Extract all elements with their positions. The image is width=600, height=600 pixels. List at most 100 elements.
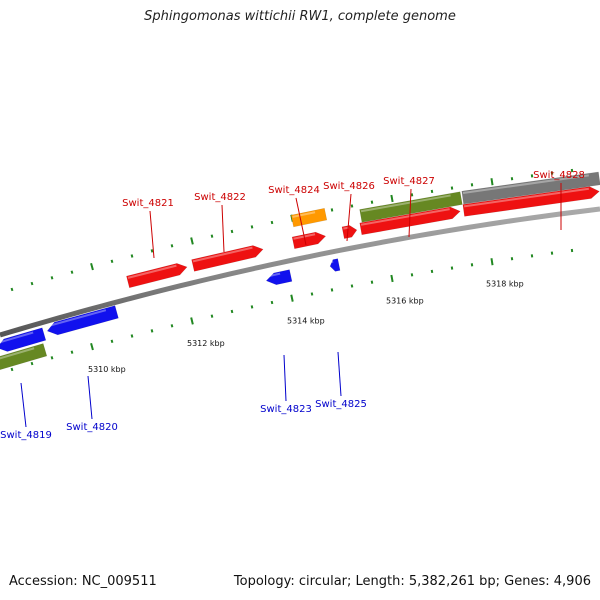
tick-mark-upper [430,189,434,194]
tick-mark-lower [550,251,554,255]
tick-mark-upper [250,225,254,229]
tick-mark-upper [70,270,74,274]
tick-mark-lower [190,317,194,325]
gene-arrow-reverse-shape [329,258,341,272]
tick-mark-upper [410,193,414,197]
tick-mark-lower [310,292,314,296]
tick-mark-lower [370,280,374,284]
map-title: Sphingomonas wittichii RW1, complete gen… [144,9,456,24]
tick-mark-lower [530,254,534,258]
region-bar-forward-highlight [0,347,35,361]
tick-mark-lower [510,257,514,261]
region-bar-forward-shape [359,191,463,223]
gene-arrow-forward-shape [341,225,358,239]
tick-mark-upper [210,234,214,238]
region-bar-forward [0,343,48,371]
tick-mark-upper [190,237,194,245]
tick-mark-upper [550,171,554,175]
scale-label: 5318 kbp [486,280,524,289]
tick-mark-lower [250,305,254,309]
backbone-layer [0,206,600,338]
tick-mark-upper [510,177,514,181]
gene-arrow-forward-highlight [343,226,350,230]
tick-mark-upper [370,200,374,204]
tick-mark-lower [570,248,574,253]
region-bar-forward [359,191,463,223]
gene-label-forward: Swit_4824 [268,185,320,196]
gene-label-leader [20,382,27,428]
tick-mark-lower [350,284,354,288]
scale-label: 5316 kbp [386,297,424,306]
gene-arrow-reverse-shape [46,305,119,336]
tick-mark-lower [130,334,134,338]
tick-mark-upper [170,244,174,248]
label-layer: 5310 kbp 5312 kbp 5314 kbp 5316 kbp 5318 kbp… [0,170,585,441]
tick-mark-lower [10,367,14,372]
tick-mark-lower [170,324,174,328]
region-bar-other [461,171,600,205]
gene-label-forward: Swit_4822 [194,192,246,203]
gene-label-leader [283,354,287,402]
tick-mark-lower [270,300,274,305]
scale-label: 5312 kbp [187,339,225,348]
gene-arrow-reverse-shape [265,269,293,285]
tick-mark-upper [10,287,14,292]
gene-arrow-forward-highlight [360,208,450,226]
region-bar-other-shape [461,171,600,205]
tick-mark-upper [570,168,574,173]
gene-label-leader [149,210,155,259]
accession-text: Accession: NC_009511 [9,574,157,589]
tick-mark-upper [230,229,234,234]
gene-arrow-reverse-shape [0,327,47,352]
tick-mark-lower [70,350,74,354]
gene-label-forward: Swit_4827 [383,176,435,187]
gene-arrow-forward [290,207,328,228]
tick-mark-upper [90,263,94,271]
gene-arrow-forward-shape [291,231,327,250]
tick-mark-upper [530,174,534,178]
tick-mark-upper [350,204,354,208]
tick-mark-lower [330,288,334,292]
tick-mark-lower [450,266,454,270]
gene-label-forward: Swit_4821 [122,198,174,209]
gene-label-leader [221,204,225,253]
gene-arrow-reverse [0,327,47,352]
tick-mark-upper [450,186,454,190]
tick-mark-upper [30,281,34,286]
tick-mark-upper [130,254,134,258]
region-bar-forward-shape [0,343,48,371]
tick-mark-upper [150,249,154,253]
gene-label-leader [337,351,342,397]
tick-mark-lower [230,309,234,314]
gene-arrow-forward-shape [462,186,600,217]
tick-mark-lower [150,329,154,333]
gene-label-reverse: Swit_4825 [315,399,367,410]
feature-layer [0,171,600,371]
gene-label-reverse: Swit_4819 [0,430,52,441]
tick-mark-lower [410,273,414,277]
gene-arrow-forward-highlight [292,211,316,218]
gene-arrow-reverse-highlight [266,272,281,278]
tick-mark-upper [110,259,114,263]
gene-arrow-forward [341,225,358,239]
tick-mark-upper [270,220,274,225]
scale-label: 5310 kbp [88,365,126,374]
genome-summary-text: Topology: circular; Length: 5,382,261 bp… [233,574,591,589]
tick-mark-lower [390,274,394,283]
gene-arrow-forward-highlight [463,187,590,208]
gene-label-leader [346,193,352,242]
tick-mark-lower [30,361,34,366]
gene-arrow-forward-shape [191,245,264,272]
gene-label-reverse: Swit_4820 [66,422,118,433]
gene-arrow-forward [462,186,600,217]
genome-backbone [0,206,600,338]
gene-arrow-forward-highlight [192,246,253,263]
tick-mark-upper [390,194,394,203]
tick-mark-lower [210,314,214,318]
region-bar-forward-highlight [360,194,451,213]
scale-label: 5314 kbp [287,316,325,325]
gene-label-forward: Swit_4828 [533,170,585,181]
tick-mark-lower [490,258,494,266]
gene-arrow-forward-highlight [127,264,177,279]
